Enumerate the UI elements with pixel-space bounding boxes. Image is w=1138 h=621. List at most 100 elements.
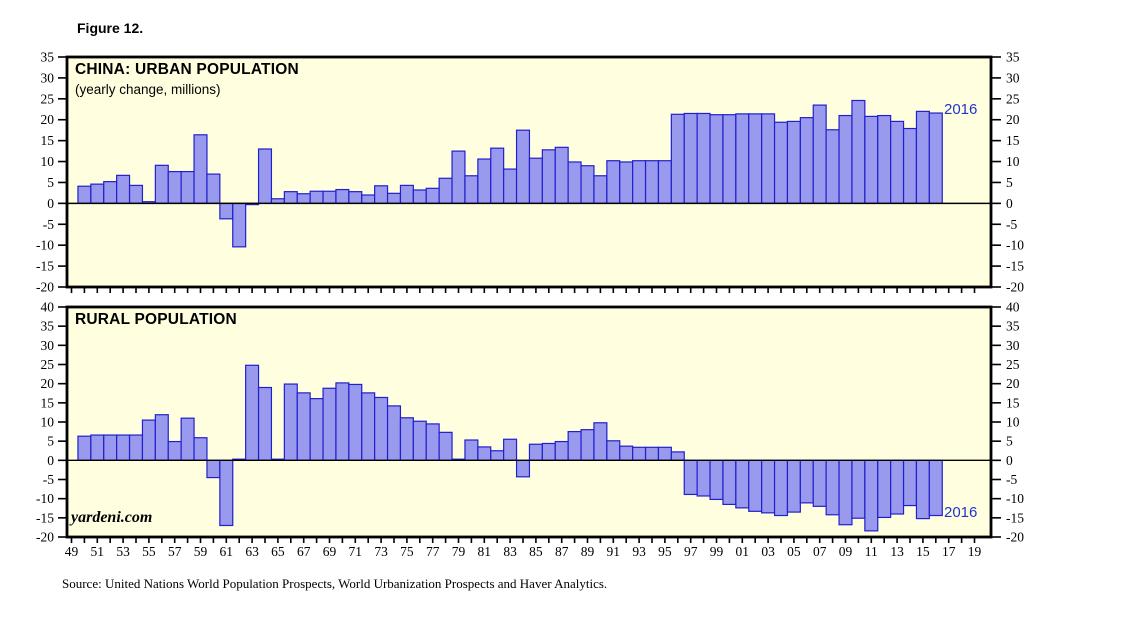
rural-bar-1950 xyxy=(77,435,92,461)
rural-bar-1967 xyxy=(296,392,311,461)
x-tick-label: 89 xyxy=(581,544,595,559)
rural-y-tick-label-left: 40 xyxy=(41,300,55,315)
x-tick-label: 81 xyxy=(478,544,492,559)
x-tick-label: 19 xyxy=(968,544,982,559)
x-tick-label: 09 xyxy=(839,544,853,559)
rural-bar-2007 xyxy=(812,459,827,507)
urban-bar-1990 xyxy=(593,175,608,204)
rural-bar-1951 xyxy=(90,434,105,461)
urban-y-tick-label-right: 5 xyxy=(1006,175,1013,190)
rural-bar-1993 xyxy=(632,446,647,461)
rural-last-bar-year-label: 2016 xyxy=(944,504,978,521)
rural-y-tick-label-right: 20 xyxy=(1006,376,1020,391)
rural-bar-1986 xyxy=(541,442,556,461)
rural-y-tick-label-left: 20 xyxy=(41,376,55,391)
urban-y-tick-label-left: 10 xyxy=(41,154,55,169)
rural-chart-title: RURAL POPULATION xyxy=(75,311,237,328)
urban-bar-1984 xyxy=(515,129,531,204)
urban-bar-1960 xyxy=(206,173,221,204)
figure-label: Figure 12. xyxy=(77,20,144,36)
rural-bar-1999 xyxy=(709,459,724,501)
x-tick-label: 69 xyxy=(323,544,337,559)
rural-bar-2013 xyxy=(890,459,905,515)
rural-bar-2002 xyxy=(748,459,763,512)
urban-y-tick-label-right: 35 xyxy=(1006,50,1020,65)
rural-bar-1981 xyxy=(477,446,492,461)
urban-y-tick-label-left: 35 xyxy=(41,50,55,65)
x-tick-label: 17 xyxy=(942,544,956,559)
x-tick-label: 73 xyxy=(374,544,388,559)
urban-y-tick-label-left: -15 xyxy=(36,259,54,274)
rural-bar-2003 xyxy=(761,459,776,514)
urban-bar-1978 xyxy=(438,177,453,204)
urban-bar-1967 xyxy=(296,193,311,204)
x-tick-label: 11 xyxy=(865,544,878,559)
urban-y-tick-label-right: -15 xyxy=(1006,259,1024,274)
rural-bar-1996 xyxy=(670,451,685,461)
rural-y-tick-label-left: 30 xyxy=(41,338,55,353)
rural-y-tick-label-right: 10 xyxy=(1006,415,1020,430)
urban-y-tick-label-right: -5 xyxy=(1006,217,1017,232)
urban-bar-1993 xyxy=(632,160,647,204)
rural-bar-2005 xyxy=(786,459,801,513)
x-tick-label: 67 xyxy=(297,544,311,559)
rural-y-tick-label-right: -5 xyxy=(1006,472,1017,487)
rural-bar-1964 xyxy=(257,386,273,461)
urban-y-tick-label-left: -5 xyxy=(43,217,54,232)
rural-y-tick-label-right: 30 xyxy=(1006,338,1020,353)
urban-bar-2000 xyxy=(722,114,737,204)
urban-bar-2014 xyxy=(902,127,918,204)
rural-bar-1969 xyxy=(322,387,337,461)
urban-bar-1977 xyxy=(425,187,440,204)
rural-bar-1955 xyxy=(141,419,156,461)
rural-bar-2014 xyxy=(902,459,918,507)
rural-bar-2010 xyxy=(851,459,866,519)
rural-bar-1966 xyxy=(283,383,298,461)
rural-bar-1995 xyxy=(657,446,672,461)
rural-y-tick-label-left: 10 xyxy=(41,415,55,430)
urban-y-tick-label-left: 5 xyxy=(47,175,54,190)
x-tick-label: 87 xyxy=(555,544,569,559)
urban-bar-2007 xyxy=(812,104,827,204)
x-tick-label: 99 xyxy=(710,544,724,559)
x-tick-label: 79 xyxy=(452,544,466,559)
urban-chart-title: CHINA: URBAN POPULATION xyxy=(75,61,299,78)
rural-y-tick-label-left: 25 xyxy=(41,357,55,372)
rural-y-tick-label-right: -20 xyxy=(1006,530,1024,545)
rural-bar-1957 xyxy=(167,440,182,461)
urban-bar-1976 xyxy=(412,189,427,204)
source-note: Source: United Nations World Population … xyxy=(62,576,608,591)
rural-bar-1977 xyxy=(425,423,440,461)
rural-bar-1983 xyxy=(503,438,518,461)
urban-bar-1958 xyxy=(180,170,195,204)
urban-bar-2003 xyxy=(761,113,776,204)
urban-y-tick-label-right: 20 xyxy=(1006,112,1020,127)
rural-bar-1952 xyxy=(103,434,118,461)
rural-y-tick-label-right: -10 xyxy=(1006,491,1024,506)
urban-bar-1969 xyxy=(322,190,337,204)
urban-bar-1952 xyxy=(103,181,118,204)
x-tick-label: 53 xyxy=(116,544,130,559)
urban-bar-2004 xyxy=(773,121,789,204)
x-tick-label: 57 xyxy=(168,544,182,559)
urban-bar-1995 xyxy=(657,160,672,204)
x-tick-label: 83 xyxy=(503,544,517,559)
rural-bar-1987 xyxy=(554,440,569,461)
urban-bar-1986 xyxy=(541,149,556,204)
urban-bar-1980 xyxy=(464,175,479,204)
rural-bar-1992 xyxy=(619,445,634,461)
rural-bar-1994 xyxy=(644,446,660,461)
urban-bar-1989 xyxy=(580,165,595,204)
urban-y-tick-label-right: -10 xyxy=(1006,238,1024,253)
urban-bar-1964 xyxy=(257,148,273,204)
rural-y-tick-label-right: 35 xyxy=(1006,319,1020,334)
rural-bar-1997 xyxy=(683,459,698,496)
urban-y-tick-label-right: 25 xyxy=(1006,91,1020,106)
x-tick-label: 93 xyxy=(632,544,646,559)
x-tick-label: 01 xyxy=(736,544,750,559)
rural-bar-1984 xyxy=(515,459,531,478)
urban-bar-1981 xyxy=(477,158,492,204)
urban-bar-1987 xyxy=(554,146,569,204)
urban-bar-2016 xyxy=(928,112,943,204)
